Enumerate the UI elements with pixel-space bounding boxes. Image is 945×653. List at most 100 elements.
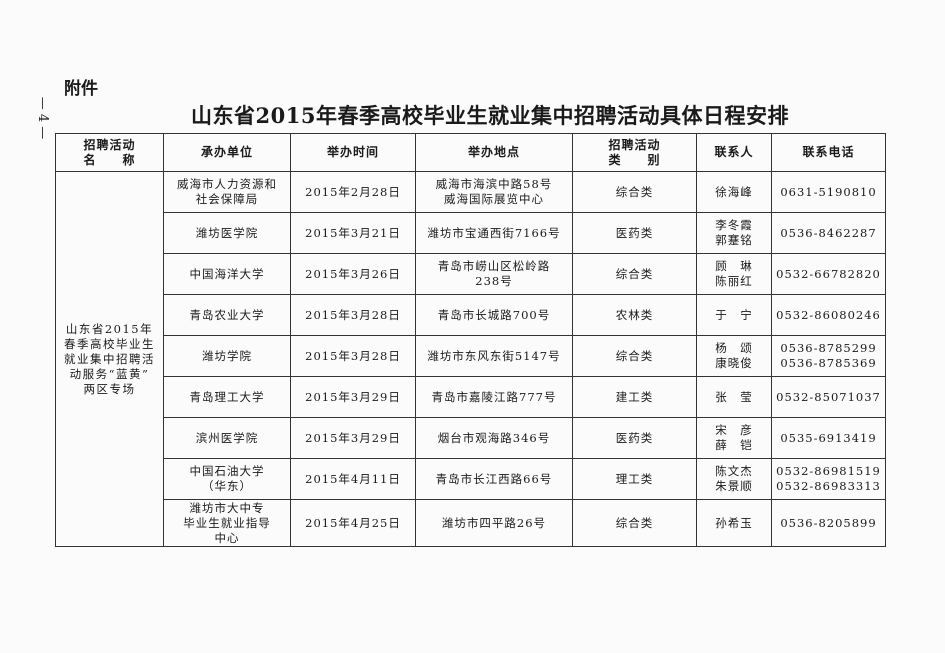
phone-line: 0536-8462287	[780, 225, 877, 240]
category-cell: 农林类	[572, 294, 697, 336]
category-cell: 综合类	[572, 253, 697, 295]
organizer-cell: 潍坊市大中专 毕业生就业指导 中心	[163, 499, 291, 547]
header-contact-line: 联系人	[714, 145, 754, 159]
organizer-cell: 威海市人力资源和 社会保障局	[163, 171, 291, 213]
event-name-line: 动服务“蓝黄”	[69, 366, 150, 381]
venue-line: 青岛市长城路700号	[437, 307, 551, 322]
venue-cell: 威海市海滨中路58号 威海国际展览中心	[415, 171, 573, 213]
table-row: 青岛理工大学 2015年3月29日 青岛市嘉陵江路777号 建工类 张 莹 0532-85…	[56, 376, 886, 418]
venue-cell: 烟台市观海路346号	[415, 417, 573, 459]
contact-line: 陈文杰	[715, 464, 753, 478]
date-cell: 2015年3月28日	[290, 335, 416, 377]
phone-line: 0532-85071037	[776, 389, 881, 404]
date-cell: 2015年3月29日	[290, 376, 416, 418]
header-date: 举办时间	[290, 133, 416, 172]
contact-cell: 张 莹	[696, 376, 772, 418]
header-category-line: 招聘活动	[608, 137, 661, 152]
phone-line: 0532-86981519	[776, 464, 881, 478]
event-name-line: 就业集中招聘活	[64, 351, 155, 366]
venue-line: 威海国际展览中心	[444, 192, 544, 206]
contact-line: 张 莹	[715, 389, 753, 404]
date-cell: 2015年3月21日	[290, 212, 416, 254]
attachment-label: 附件	[64, 79, 98, 99]
document-title: 山东省2015年春季高校毕业生就业集中招聘活动具体日程安排	[191, 103, 789, 128]
phone-cell: 0536-8205899	[771, 499, 886, 547]
contact-cell: 李冬霞 郭蹇铭	[696, 212, 772, 254]
phone-cell: 0532-86080246	[771, 294, 886, 336]
venue-line: 潍坊市四平路26号	[441, 515, 547, 530]
venue-line: 238号	[475, 274, 513, 288]
header-event-name: 招聘活动名 称	[55, 133, 164, 172]
header-event-name-line: 名 称	[83, 152, 136, 167]
organizer-line: 中国海洋大学	[189, 266, 265, 281]
organizer-line: 威海市人力资源和	[177, 177, 277, 191]
organizer-line: （华东）	[202, 479, 252, 493]
venue-cell: 青岛市崂山区松岭路 238号	[415, 253, 573, 295]
event-name-cell: 山东省2015年 春季高校毕业生 就业集中招聘活 动服务“蓝黄” 两区专场	[55, 171, 164, 547]
contact-line: 朱景顺	[715, 479, 753, 493]
page-number: — 4 —	[35, 96, 51, 140]
venue-line: 威海市海滨中路58号	[435, 177, 553, 191]
date-cell: 2015年3月28日	[290, 294, 416, 336]
category-cell: 综合类	[572, 171, 697, 213]
contact-line: 杨 颂	[715, 341, 753, 355]
header-contact: 联系人	[696, 133, 772, 172]
organizer-cell: 青岛理工大学	[163, 376, 291, 418]
phone-line: 0536-8205899	[780, 515, 877, 530]
contact-cell: 孙希玉	[696, 499, 772, 547]
contact-cell: 顾 琳陈丽红	[696, 253, 772, 295]
table-row: 青岛农业大学 2015年3月28日 青岛市长城路700号 农林类 于 宁 0532-860…	[56, 294, 886, 336]
organizer-line: 青岛农业大学	[189, 307, 265, 322]
organizer-line: 中心	[214, 530, 240, 545]
venue-line: 青岛市长江西路66号	[435, 471, 553, 486]
phone-cell: 0536-8462287	[771, 212, 886, 254]
venue-line: 青岛市嘉陵江路777号	[431, 389, 557, 404]
contact-line: 于 宁	[715, 307, 753, 322]
phone-cell: 0532-85071037	[771, 376, 886, 418]
contact-line: 孙希玉	[715, 515, 753, 530]
table-row: 潍坊学院 2015年3月28日 潍坊市东风东街5147号 综合类杨 颂康晓俊 0536-…	[56, 335, 886, 377]
category-cell: 综合类	[572, 499, 697, 547]
organizer-line: 潍坊学院	[202, 348, 252, 363]
table-row: 潍坊市大中专 毕业生就业指导 中心 2015年4月25日 潍坊市四平路26号 综合类 孙希玉…	[56, 499, 886, 547]
contact-cell: 陈文杰 朱景顺	[696, 458, 772, 500]
event-name-line: 两区专场	[83, 381, 136, 396]
header-date-line: 举办时间	[326, 145, 379, 159]
contact-cell: 徐海峰	[696, 171, 772, 213]
contact-cell: 于 宁	[696, 294, 772, 336]
phone-line: 0532-86983313	[776, 479, 881, 493]
organizer-line: 青岛理工大学	[189, 389, 265, 404]
schedule-table: 招聘活动名 称 承办单位 举办时间 举办地点 招聘活动类 别 联系人 联系电话 山东省201…	[55, 133, 886, 547]
organizer-line: 潍坊医学院	[195, 225, 259, 240]
venue-cell: 潍坊市宝通西街7166号	[415, 212, 573, 254]
venue-line: 潍坊市宝通西街7166号	[427, 225, 561, 240]
header-venue: 举办地点	[415, 133, 573, 172]
organizer-line: 滨州医学院	[195, 430, 259, 445]
venue-cell: 青岛市嘉陵江路777号	[415, 376, 573, 418]
date-cell: 2015年2月28日	[290, 171, 416, 213]
contact-line: 宋 彦	[715, 423, 753, 437]
organizer-cell: 中国海洋大学	[163, 253, 291, 295]
venue-cell: 潍坊市四平路26号	[415, 499, 573, 547]
phone-line: 0532-66782820	[776, 266, 881, 281]
date-cell: 2015年4月11日	[290, 458, 416, 500]
organizer-cell: 潍坊学院	[163, 335, 291, 377]
category-cell: 理工类	[572, 458, 697, 500]
date-cell: 2015年3月29日	[290, 417, 416, 459]
phone-cell: 0536-8785299 0536-8785369	[771, 335, 886, 377]
contact-line: 徐海峰	[715, 184, 753, 199]
organizer-line: 中国石油大学	[189, 464, 265, 478]
category-cell: 建工类	[572, 376, 697, 418]
organizer-cell: 中国石油大学 （华东）	[163, 458, 291, 500]
organizer-line: 毕业生就业指导	[183, 515, 271, 530]
table-row: 潍坊医学院 2015年3月21日 潍坊市宝通西街7166号 医药类 李冬霞 郭蹇铭 0536…	[56, 212, 886, 254]
phone-cell: 0631-5190810	[771, 171, 886, 213]
contact-line: 李冬霞	[715, 218, 753, 232]
header-organizer: 承办单位	[163, 133, 291, 172]
header-event-name-line: 招聘活动	[83, 137, 136, 152]
date-cell: 2015年3月26日	[290, 253, 416, 295]
contact-line: 郭蹇铭	[715, 233, 753, 247]
venue-cell: 潍坊市东风东街5147号	[415, 335, 573, 377]
header-category-line: 类 别	[608, 152, 661, 167]
category-cell: 医药类	[572, 417, 697, 459]
